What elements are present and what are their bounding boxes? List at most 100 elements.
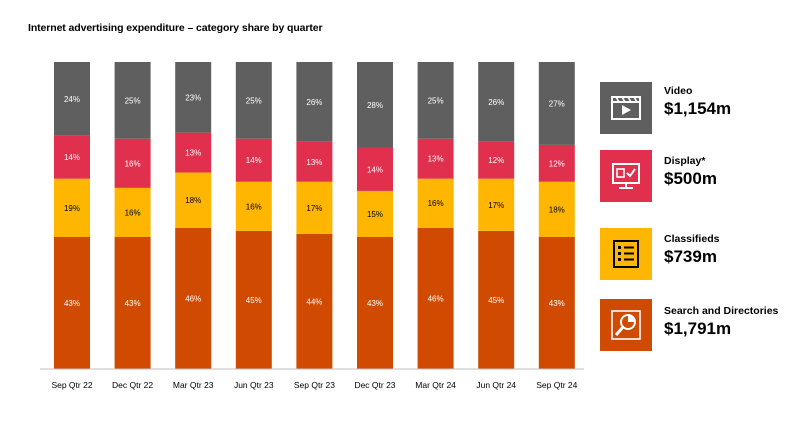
bar-segment-classifieds: [235, 181, 272, 231]
x-tick-label: Sep Qtr 22: [51, 380, 92, 390]
bar-segment-classifieds: [175, 172, 212, 228]
legend-value-video: $1,154m: [664, 99, 732, 118]
bar-segment-display: [538, 144, 575, 182]
bar-segment-display: [478, 141, 515, 179]
bar-segment-classifieds: [478, 178, 515, 231]
legend-swatch-display: [600, 150, 652, 202]
bar-segment-display: [296, 141, 333, 182]
monitor-check-icon: [612, 163, 640, 189]
data-label-display: 14%: [64, 153, 80, 162]
bar-segment-classifieds: [114, 187, 151, 237]
data-label-search: 46%: [185, 294, 201, 303]
bar-segment-display: [357, 147, 393, 191]
bar-segment-search: [296, 233, 333, 369]
data-label-search: 43%: [125, 299, 141, 308]
data-label-video: 24%: [64, 95, 80, 104]
data-label-search: 43%: [367, 299, 383, 308]
data-label-classifieds: 18%: [185, 196, 201, 205]
bar-segment-video: [296, 62, 333, 142]
data-label-display: 14%: [367, 165, 383, 174]
bar-segment-search: [54, 236, 90, 369]
legend-swatch-video: [600, 82, 652, 134]
legend-swatch-search: [600, 299, 652, 351]
data-label-video: 26%: [306, 98, 322, 107]
legend-label-display: Display*: [664, 155, 706, 167]
x-tick-label: Jun Qtr 23: [234, 380, 274, 390]
data-label-display: 13%: [185, 149, 201, 158]
bar-segment-classifieds: [357, 190, 393, 237]
x-tick-label: Dec Qtr 22: [112, 380, 153, 390]
x-tick-label: Mar Qtr 24: [415, 380, 456, 390]
data-label-search: 43%: [64, 299, 80, 308]
data-label-search: 45%: [488, 296, 504, 305]
legend-label-video: Video: [664, 85, 693, 97]
x-tick-label: Dec Qtr 23: [354, 380, 395, 390]
legend-item-search: Search and Directories $1,791m: [600, 299, 800, 351]
legend-label-search: Search and Directories: [664, 305, 779, 317]
legend-value-display: $500m: [664, 169, 717, 188]
x-tick-label: Jun Qtr 24: [476, 380, 516, 390]
x-tick-label: Sep Qtr 24: [536, 380, 577, 390]
legend-label-classifieds: Classifieds: [664, 233, 720, 245]
data-label-video: 25%: [246, 96, 262, 105]
bar-segment-classifieds: [54, 178, 90, 237]
data-label-display: 14%: [246, 156, 262, 165]
data-label-video: 25%: [428, 96, 444, 105]
bar-segment-classifieds: [538, 181, 575, 237]
chart-title: Internet advertising expenditure – categ…: [28, 22, 323, 34]
bar-segment-video: [538, 62, 575, 145]
list-icon: [613, 240, 639, 268]
data-label-search: 44%: [306, 297, 322, 306]
bar-segment-display: [417, 138, 454, 179]
data-label-video: 27%: [549, 99, 565, 108]
bar-segment-search: [175, 227, 212, 369]
data-label-search: 46%: [428, 294, 444, 303]
video-player-icon: [611, 96, 641, 120]
data-label-classifieds: 16%: [125, 208, 141, 217]
data-label-display: 13%: [428, 155, 444, 164]
data-label-display: 12%: [488, 156, 504, 165]
bar-segment-search: [417, 227, 454, 369]
bar-segment-search: [235, 230, 272, 369]
bar-segment-display: [54, 135, 90, 179]
bar-segment-video: [235, 62, 272, 139]
bar-segment-display: [114, 138, 151, 188]
bar-segment-search: [114, 236, 151, 369]
bars-group: 43% 19% 14% 24% 43% 16% 16% 25% 46% 18% 13% 23% 45% 1…: [54, 62, 575, 369]
data-label-classifieds: 16%: [428, 199, 444, 208]
bar-segment-video: [114, 62, 151, 139]
data-label-video: 26%: [488, 98, 504, 107]
data-label-classifieds: 17%: [306, 204, 322, 213]
data-label-classifieds: 17%: [488, 201, 504, 210]
pie-magnifier-icon: [611, 310, 641, 340]
x-tick-label: Sep Qtr 23: [294, 380, 335, 390]
bar-segment-search: [478, 230, 515, 369]
legend-item-classifieds: Classifieds $739m: [600, 228, 800, 280]
legend: Video $1,154m Display* $500m: [600, 0, 800, 426]
bar-segment-display: [235, 138, 272, 182]
legend-swatch-classifieds: [600, 228, 652, 280]
stacked-bar-chart: 43% 19% 14% 24% 43% 16% 16% 25% 46% 18% 13% 23% 45% 1…: [40, 62, 584, 390]
bar-segment-search: [538, 236, 575, 369]
data-label-classifieds: 18%: [549, 205, 565, 214]
data-label-classifieds: 15%: [367, 210, 383, 219]
data-label-display: 16%: [125, 159, 141, 168]
data-label-search: 43%: [549, 299, 565, 308]
bar-segment-video: [478, 62, 515, 142]
bar-segment-video: [175, 62, 212, 133]
legend-item-display: Display* $500m: [600, 150, 800, 202]
data-label-classifieds: 16%: [246, 202, 262, 211]
data-label-classifieds: 19%: [64, 204, 80, 213]
data-label-video: 23%: [185, 93, 201, 102]
data-label-video: 25%: [125, 96, 141, 105]
legend-value-search: $1,791m: [664, 319, 732, 338]
data-label-search: 45%: [246, 296, 262, 305]
x-tick-labels: Sep Qtr 22 Dec Qtr 22 Mar Qtr 23 Jun Qtr 23…: [51, 380, 577, 390]
data-label-display: 13%: [306, 158, 322, 167]
bar-segment-display: [175, 132, 212, 173]
bar-segment-video: [54, 62, 90, 136]
x-tick-label: Mar Qtr 23: [173, 380, 214, 390]
bar-segment-search: [357, 236, 393, 369]
legend-value-classifieds: $739m: [664, 247, 717, 266]
data-label-video: 28%: [367, 101, 383, 110]
